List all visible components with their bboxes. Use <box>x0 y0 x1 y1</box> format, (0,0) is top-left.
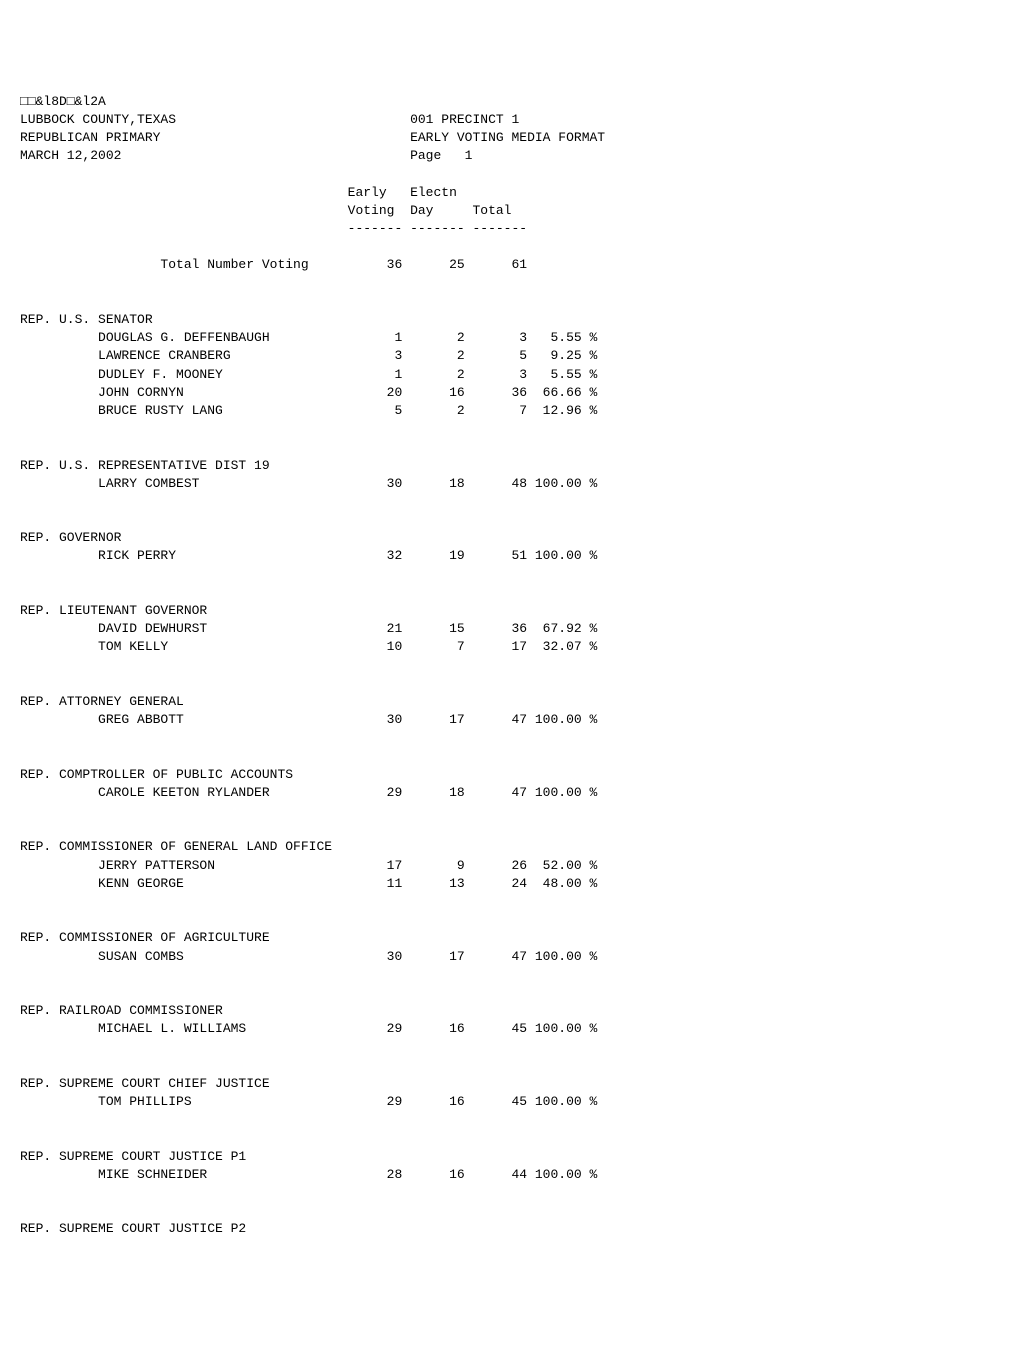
document-root: □□&l8D□&l2A LUBBOCK COUNTY,TEXAS 001 PRE… <box>20 93 1000 1239</box>
